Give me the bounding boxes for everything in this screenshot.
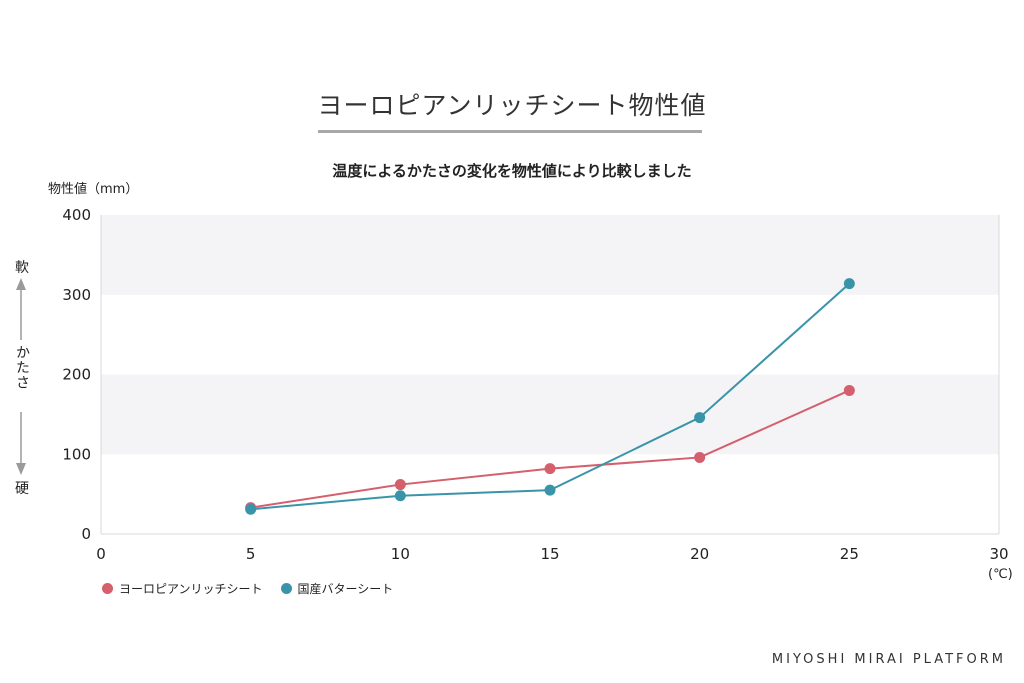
hard-label: 硬	[15, 481, 29, 497]
soft-label: 軟	[15, 260, 29, 276]
chart-subtitle: 温度によるかたさの変化を物性値により比較しました	[332, 162, 692, 180]
hardness-label: かたさ	[14, 345, 30, 390]
x-tick-label: 25	[840, 545, 859, 563]
data-point-series-1	[843, 278, 855, 290]
data-point-series-0	[843, 384, 855, 396]
data-point-series-0	[694, 451, 706, 463]
data-point-series-1	[694, 412, 706, 424]
data-point-series-0	[394, 479, 406, 491]
y-axis-unit-label: 物性値（mm）	[48, 182, 139, 197]
data-point-series-0	[544, 463, 556, 475]
x-tick-label: 10	[391, 545, 410, 563]
grid-band	[101, 374, 999, 455]
y-tick-label: 300	[62, 286, 91, 304]
x-tick-label: 5	[246, 545, 256, 563]
y-tick-label: 400	[62, 206, 91, 224]
title-underline	[318, 130, 702, 133]
legend-label-domestic: 国産バターシート	[297, 582, 394, 596]
data-point-series-1	[394, 490, 406, 502]
grid-bands	[101, 215, 999, 455]
legend-marker-european	[102, 583, 113, 594]
series-layer	[245, 278, 855, 515]
grid-band	[101, 215, 999, 295]
y-tick-label: 100	[62, 445, 91, 463]
legend-marker-domestic	[280, 583, 292, 594]
legend-item-european: ヨーロピアンリッチシート	[102, 580, 263, 597]
hardness-arrow-icon	[16, 278, 26, 475]
x-tick-label: 15	[540, 545, 559, 563]
page-title: ヨーロピアンリッチシート物性値	[317, 91, 707, 120]
data-point-series-1	[544, 484, 556, 496]
legend-item-domestic: 国産バターシート	[280, 580, 394, 597]
chart-axes	[100, 215, 1000, 535]
x-tick-label: 0	[96, 545, 106, 563]
data-point-series-1	[245, 503, 257, 515]
y-tick-label: 0	[81, 525, 91, 543]
brand-logo-text: MIYOSHI MIRAI PLATFORM	[771, 652, 1006, 667]
legend-label-european: ヨーロピアンリッチシート	[119, 582, 263, 596]
tick-labels: 0 100 200 300 400 0 5 10 15 20 25 30	[62, 206, 1008, 563]
x-tick-label: 30	[989, 545, 1008, 563]
y-tick-label: 200	[62, 366, 91, 384]
x-tick-label: 20	[690, 545, 709, 563]
chart-legend: ヨーロピアンリッチシート 国産バターシート	[102, 580, 411, 597]
x-axis-unit-label: (℃)	[988, 567, 1013, 582]
